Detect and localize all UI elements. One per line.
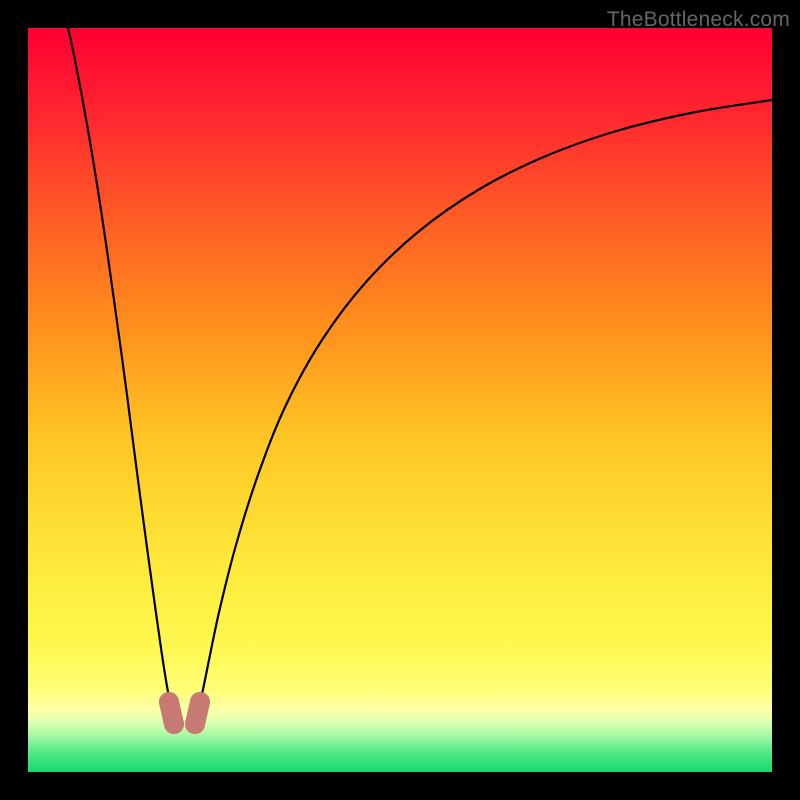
watermark-text: TheBottleneck.com: [607, 8, 790, 32]
chart-svg: [0, 0, 800, 800]
bottleneck-chart: TheBottleneck.com: [0, 0, 800, 800]
plot-background: [28, 28, 772, 772]
